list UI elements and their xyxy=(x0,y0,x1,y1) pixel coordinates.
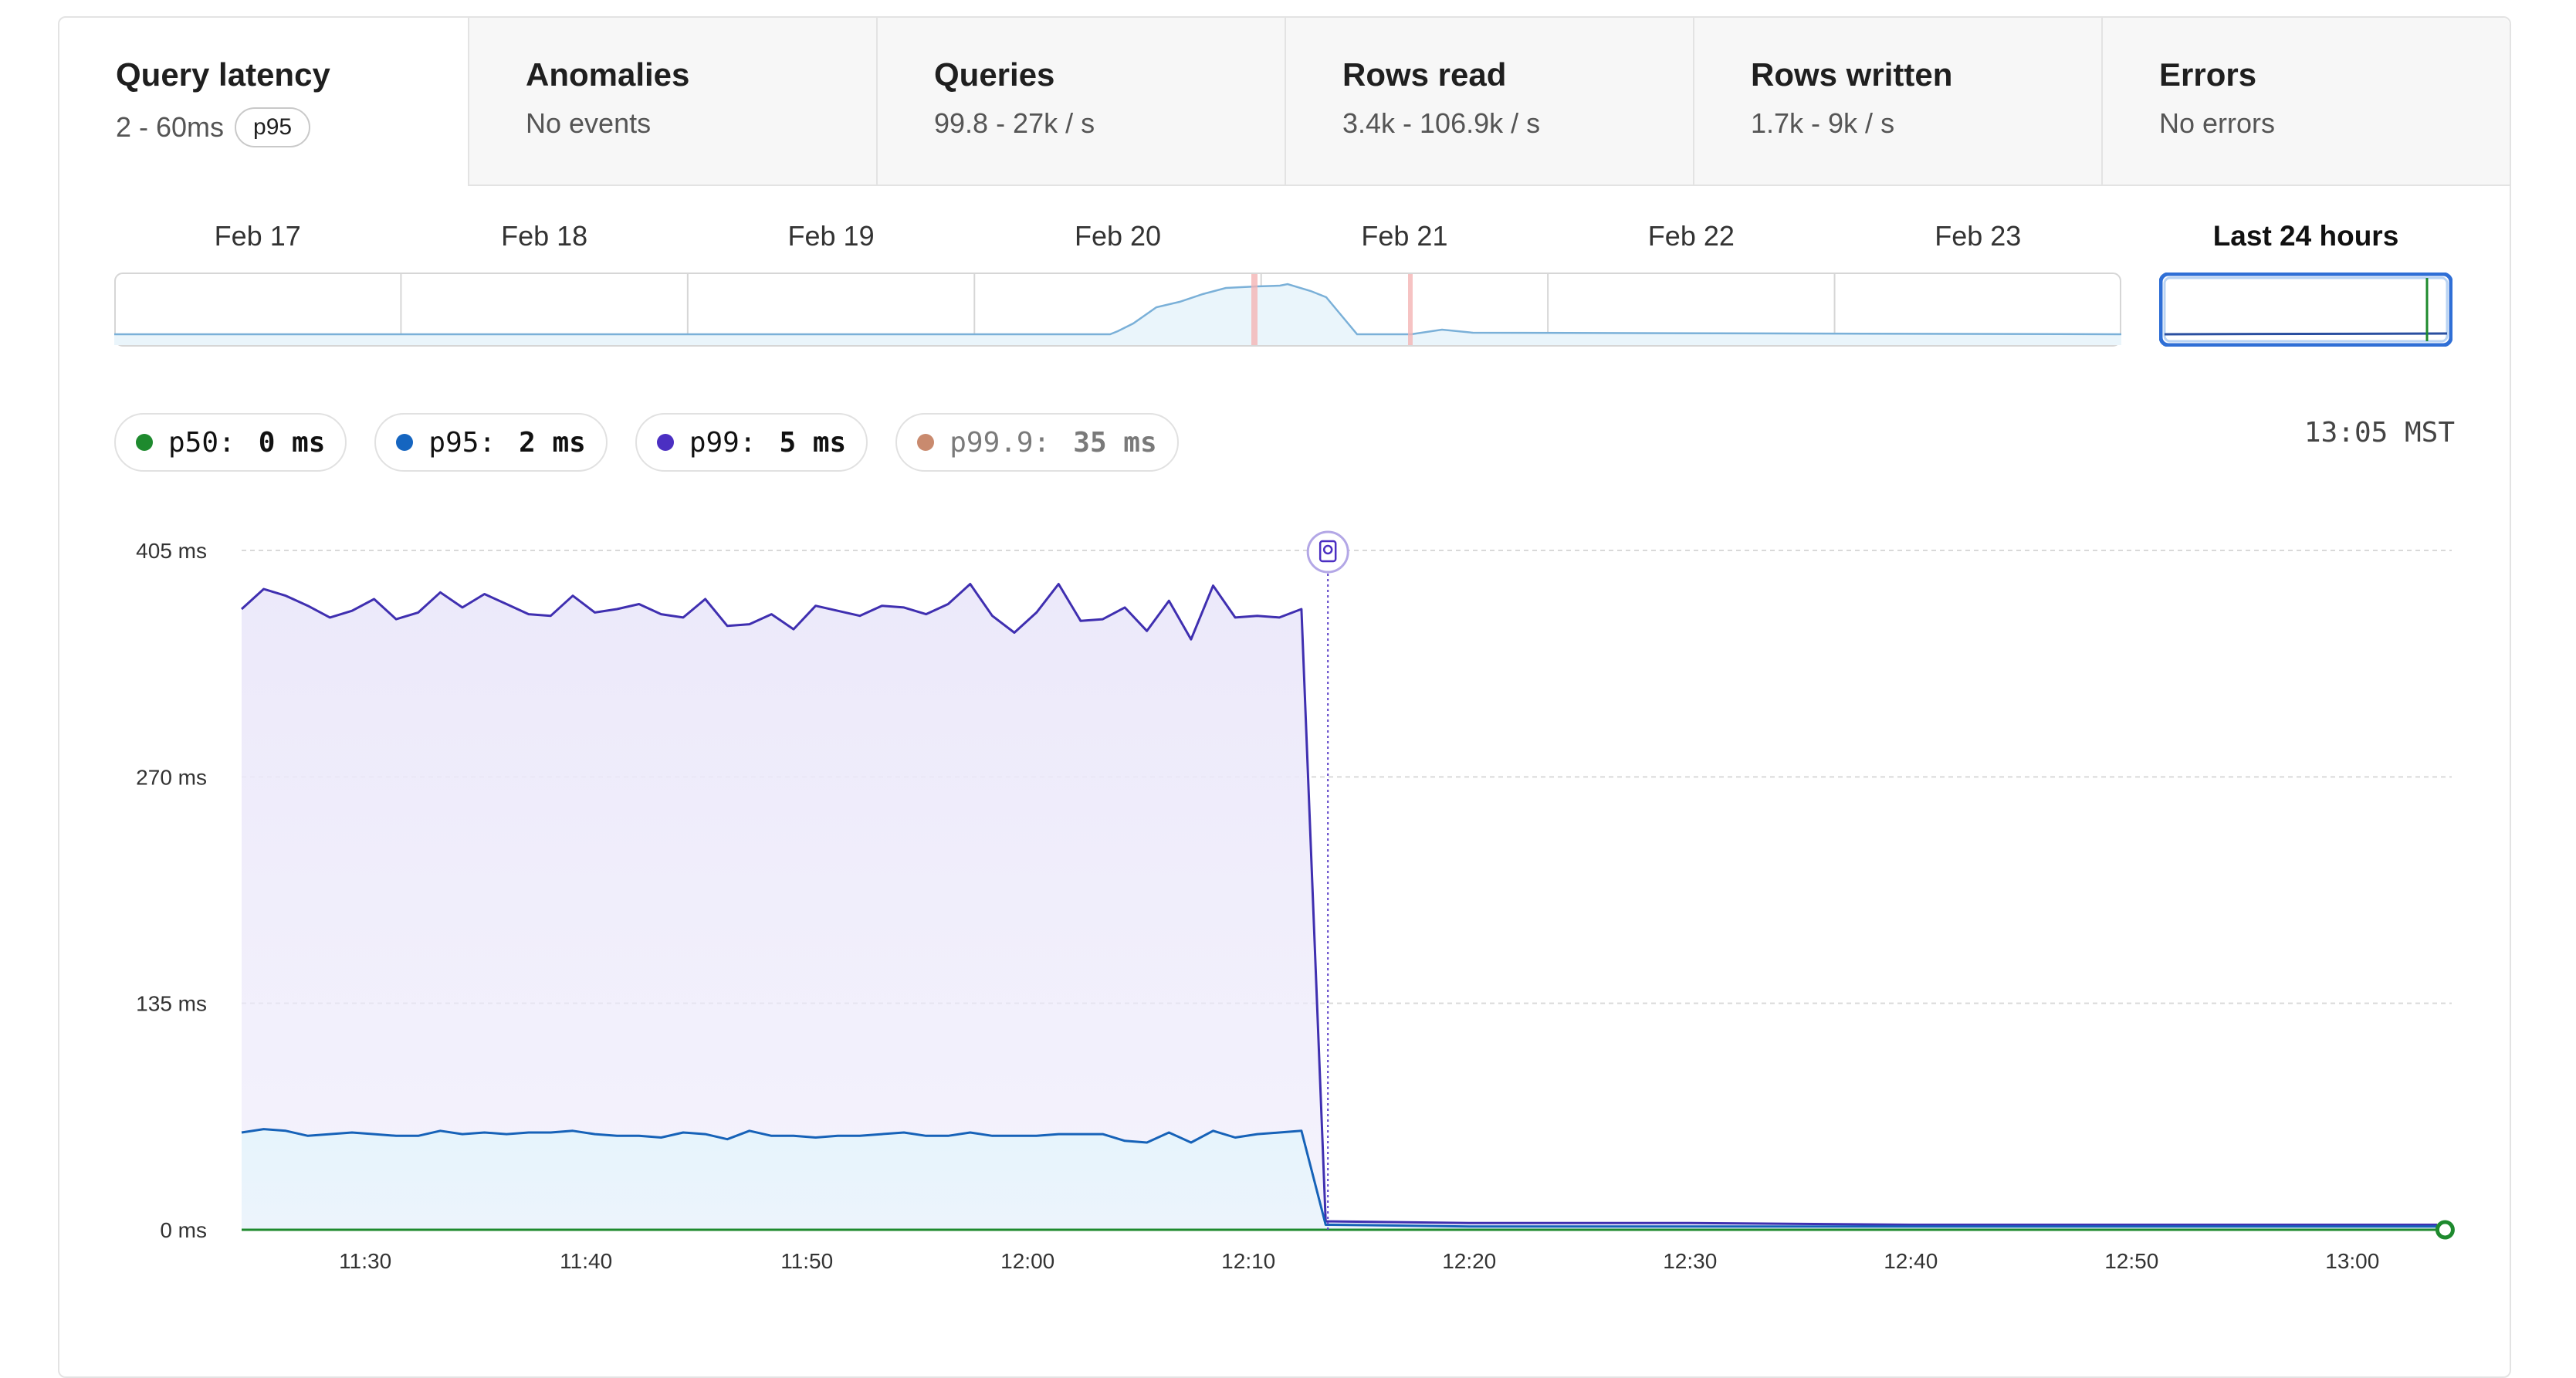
legend-label: p50: xyxy=(168,426,235,459)
tab-summary-text: 1.7k - 9k / s xyxy=(1751,107,1895,139)
tab-rows-read[interactable]: Rows read 3.4k - 106.9k / s xyxy=(1285,18,1693,186)
legend-p99-9[interactable]: p99.9: 35 ms xyxy=(895,413,1179,472)
y-tick-label: 135 ms xyxy=(136,992,207,1016)
y-tick-label: 405 ms xyxy=(136,539,207,563)
tab-summary: 3.4k - 106.9k / s xyxy=(1342,107,1540,140)
tab-summary-text: 2 - 60ms xyxy=(116,111,225,143)
legend-color-dot xyxy=(136,434,153,451)
tab-summary: 99.8 - 27k / s xyxy=(934,107,1095,140)
last-24-hours-focus-ring xyxy=(2163,276,2449,343)
last-24-hours-frame xyxy=(2159,273,2452,347)
tab-title: Anomalies xyxy=(526,56,690,93)
x-tick-label: 12:40 xyxy=(1884,1249,1938,1273)
legend-value: 0 ms xyxy=(258,426,326,459)
tab-anomalies[interactable]: Anomalies No events xyxy=(468,18,876,186)
deploy-icon-glyph xyxy=(1318,540,1337,563)
overview-date-label: Feb 21 xyxy=(1361,220,1448,252)
last-24-hours-line xyxy=(2164,332,2448,336)
tab-summary: 2 - 60ms p95 xyxy=(116,107,311,147)
y-tick-label: 270 ms xyxy=(136,765,207,789)
x-tick-label: 11:30 xyxy=(339,1249,391,1273)
tab-errors[interactable]: Errors No errors xyxy=(2101,18,2510,186)
y-tick-label: 0 ms xyxy=(160,1218,207,1242)
overview-area xyxy=(114,284,2121,345)
tab-title: Errors xyxy=(2159,56,2257,93)
overview-date-label: Feb 19 xyxy=(787,220,875,252)
overview-date-label: Feb 17 xyxy=(214,220,301,252)
series-line-p99 xyxy=(240,583,2446,1226)
latency-chart: 405 ms 270 ms 135 ms 0 ms 11:30 11:40 11:50 12:… xyxy=(136,530,2455,1273)
overview-anomaly-marker xyxy=(1408,274,1413,345)
series-line-p95 xyxy=(241,1128,2446,1228)
tab-summary: No events xyxy=(526,107,651,140)
overview-date-labels: Feb 17 Feb 18 Feb 19 Feb 20 Feb 21 Feb 22 Feb … xyxy=(114,220,2121,259)
x-tick-label: 12:00 xyxy=(1000,1249,1054,1273)
tab-title: Queries xyxy=(934,56,1055,93)
x-tick-label: 12:20 xyxy=(1442,1249,1496,1273)
x-tick-label: 13:00 xyxy=(2325,1249,2379,1273)
current-time: 13:05 MST xyxy=(2304,417,2455,449)
series-area-p95 xyxy=(242,1129,2446,1230)
x-tick-label: 11:50 xyxy=(780,1249,833,1273)
legend-label: p95: xyxy=(428,426,496,459)
tab-title: Query latency xyxy=(116,56,330,93)
tab-summary-text: No events xyxy=(526,107,652,139)
legend-color-dot xyxy=(656,434,674,451)
overview-date-label: Feb 20 xyxy=(1074,220,1162,252)
legend-color-dot xyxy=(396,434,414,451)
tab-title: Rows read xyxy=(1342,56,1507,93)
percentile-legend: p50: 0 ms p95: 2 ms p99: 5 ms p99.9: 35 ms xyxy=(114,413,1179,475)
overview-frame xyxy=(114,273,2121,347)
tab-rows-written[interactable]: Rows written 1.7k - 9k / s xyxy=(1693,18,2101,186)
legend-value: 2 ms xyxy=(519,426,586,459)
tab-query-latency[interactable]: Query latency 2 - 60ms p95 xyxy=(59,18,468,186)
x-tick-label: 12:30 xyxy=(1663,1249,1717,1273)
metric-tabs: Query latency 2 - 60ms p95 Anomalies No even… xyxy=(59,18,2510,186)
legend-p95[interactable]: p95: 2 ms xyxy=(374,413,608,472)
tab-queries[interactable]: Queries 99.8 - 27k / s xyxy=(876,18,1285,186)
overview-date-label: Feb 22 xyxy=(1647,220,1735,252)
p50-current-marker[interactable] xyxy=(2435,1220,2455,1240)
overview-sparkline[interactable] xyxy=(114,273,2121,347)
tab-summary-text: 99.8 - 27k / s xyxy=(934,107,1095,139)
legend-label: p99: xyxy=(689,426,757,459)
tab-summary-text: 3.4k - 106.9k / s xyxy=(1342,107,1541,139)
x-tick-label: 12:50 xyxy=(2104,1249,2158,1273)
series-area-p99 xyxy=(242,584,2446,1230)
legend-value: 35 ms xyxy=(1073,426,1157,459)
legend-p50[interactable]: p50: 0 ms xyxy=(114,413,347,472)
tab-summary: No errors xyxy=(2159,107,2275,140)
overview-date-label: Feb 23 xyxy=(1935,220,2022,252)
legend-label: p99.9: xyxy=(949,426,1051,459)
x-tick-label: 11:40 xyxy=(560,1249,612,1273)
overview-date-label: Feb 18 xyxy=(501,220,588,252)
legend-color-dot xyxy=(917,434,935,451)
deploy-icon[interactable] xyxy=(1306,530,1349,574)
overview-anomaly-marker xyxy=(1251,274,1258,345)
tab-summary-text: No errors xyxy=(2159,107,2276,139)
last-24-hours-label: Last 24 hours xyxy=(2212,220,2399,252)
x-tick-label: 12:10 xyxy=(1221,1249,1275,1273)
deploy-icon-glyph-dot xyxy=(1322,544,1333,555)
legend-value: 5 ms xyxy=(779,426,847,459)
tab-summary: 1.7k - 9k / s xyxy=(1751,107,1894,140)
last-24-hours-selector[interactable] xyxy=(2159,273,2452,347)
percentile-badge[interactable]: p95 xyxy=(235,107,311,147)
legend-p99[interactable]: p99: 5 ms xyxy=(635,413,868,472)
tab-title: Rows written xyxy=(1751,56,1953,93)
